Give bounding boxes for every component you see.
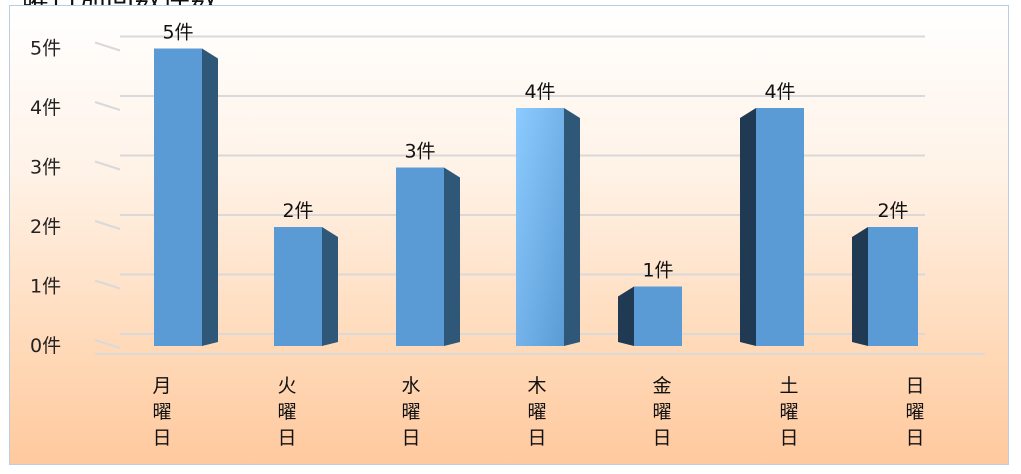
data-label: 1件 — [642, 260, 673, 282]
gridline-edge — [94, 220, 121, 230]
y-axis: 0件 1件 2件 3件 4件 5件 — [30, 38, 61, 358]
bar-group: 4件 — [740, 81, 804, 346]
data-label: 2件 — [877, 200, 908, 222]
bar-side — [202, 48, 218, 346]
bar-side — [444, 167, 460, 346]
bar-group: 5件 — [154, 22, 218, 346]
bar — [396, 167, 444, 346]
bar — [868, 227, 918, 346]
x-category-label: 水曜日 — [401, 375, 420, 449]
x-category-label: 日曜日 — [905, 375, 924, 449]
y-tick-label: 3件 — [30, 157, 61, 179]
x-category-label: 金曜日 — [652, 375, 671, 449]
bar-group: 4件 — [516, 81, 580, 346]
gridline-edge — [94, 160, 121, 171]
data-label: 5件 — [162, 22, 193, 44]
data-label: 2件 — [282, 200, 313, 222]
bar — [516, 108, 564, 346]
bar-group: 1件 — [618, 260, 682, 346]
x-axis: 月曜日 火曜日 水曜日 木曜日 金曜日 土曜日 日曜日 — [152, 375, 924, 449]
y-tick-label: 0件 — [30, 335, 61, 357]
bar-side — [564, 108, 580, 346]
bar-side — [740, 108, 756, 346]
y-tick-label: 2件 — [30, 216, 61, 238]
bar-side — [852, 227, 868, 346]
data-label: 4件 — [524, 81, 555, 103]
gridline-edge — [94, 279, 121, 290]
bar-group: 3件 — [396, 141, 460, 346]
bar-group: 2件 — [852, 200, 918, 346]
bars: 5件 2件 3件 4件 1件 4件 2件 — [154, 22, 918, 346]
bar — [634, 286, 682, 346]
bar — [756, 108, 804, 346]
bar-side — [618, 286, 634, 346]
bar-group: 2件 — [274, 200, 338, 346]
y-tick-label: 4件 — [30, 97, 61, 119]
bar — [154, 48, 202, 346]
x-category-label: 土曜日 — [779, 375, 798, 449]
gridline-edge — [94, 41, 121, 52]
x-category-label: 火曜日 — [277, 375, 296, 449]
x-category-label: 木曜日 — [527, 375, 546, 449]
y-tick-label: 1件 — [30, 276, 61, 298]
data-label: 3件 — [404, 141, 435, 163]
y-tick-label: 5件 — [30, 38, 61, 60]
gridline-edge — [94, 339, 121, 349]
bar-side — [322, 227, 338, 346]
gridline-edge — [94, 101, 121, 111]
bar — [274, 227, 322, 346]
x-category-label: 月曜日 — [152, 375, 171, 449]
data-label: 4件 — [764, 81, 795, 103]
